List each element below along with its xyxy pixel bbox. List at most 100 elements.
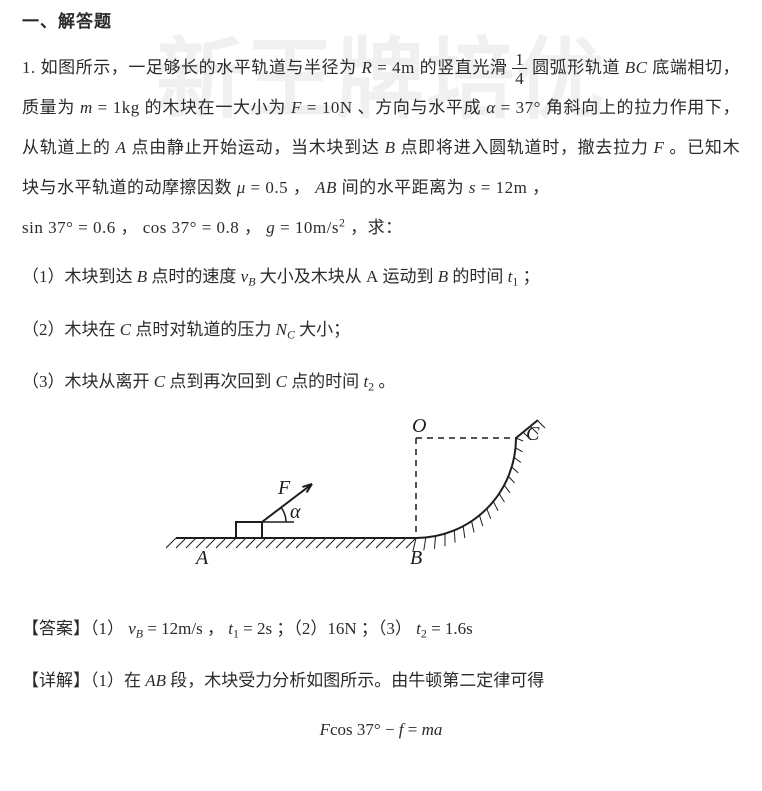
val-alpha: 37°	[516, 98, 541, 117]
frac-1-4: 14	[512, 51, 527, 87]
sub-C: C	[287, 327, 295, 341]
question-2: （2）木块在 C 点时对轨道的压力 NC 大小；	[22, 314, 740, 346]
sym-mu: μ	[237, 178, 246, 197]
sub-1: 1	[512, 275, 518, 289]
eq-a: a	[434, 720, 443, 739]
val-F: 10N	[322, 98, 353, 117]
detail-line: 【详解】（1）在 AB 段，木块受力分析如图所示。由牛顿第二定律可得	[22, 665, 740, 697]
answer-label: 【答案】	[22, 619, 90, 638]
detail-body: （1）在	[90, 671, 141, 690]
sym-C: C	[276, 372, 287, 391]
comma: ，	[288, 178, 315, 197]
section-title: 一、解答题	[22, 10, 740, 34]
q3-a: （3）木块从离开	[22, 372, 150, 391]
ans-t1-val: = 2s	[239, 619, 272, 638]
detail-body2: 段，木块受力分析如图所示。由牛顿第二定律可得	[170, 671, 544, 690]
equation: Fcos 37° − f = ma	[22, 718, 740, 742]
sup-2: 2	[339, 215, 345, 229]
problem-stem: 1. 如图所示，一足够长的水平轨道与半径为 R = 4m 的竖直光滑 14 圆弧…	[22, 48, 740, 248]
sub-2: 2	[368, 380, 374, 394]
q2-a: （2）木块在	[22, 320, 116, 339]
q1-e: 的时间	[452, 267, 503, 286]
comma: ，	[527, 178, 549, 197]
eq-cos: cos 37° −	[330, 720, 399, 739]
detail-label: 【详解】	[22, 671, 90, 690]
sym-AB: AB	[315, 178, 337, 197]
eq: =	[476, 178, 496, 197]
question-1: （1）木块到达 B 点时的速度 vB 大小及木块从 A 运动到 B 的时间 t1…	[22, 261, 740, 293]
sym-B: B	[385, 138, 396, 157]
sym-AB: AB	[145, 671, 166, 690]
svg-text:B: B	[410, 547, 422, 569]
diagram-svg: ABOCFα	[166, 418, 596, 588]
q1-f: ；	[523, 267, 540, 286]
sym-A: A	[366, 267, 378, 286]
sym-F2: F	[654, 138, 665, 157]
txt: 间的水平距离为	[342, 178, 465, 197]
val-cos: cos 37° = 0.8 ，	[143, 218, 262, 237]
ans-t2-val: = 1.6s	[427, 619, 473, 638]
q1-c: 大小及木块从	[260, 267, 362, 286]
eq: =	[275, 218, 295, 237]
eq-F: F	[320, 720, 330, 739]
q2-b: 点时对轨道的压力	[135, 320, 271, 339]
sym-F: F	[291, 98, 302, 117]
val-R: 4m	[392, 58, 415, 77]
sym-C: C	[120, 320, 131, 339]
ans-2-val: 16N	[327, 619, 356, 638]
eq: =	[302, 98, 322, 117]
q1-a: （1）木块到达	[22, 267, 133, 286]
sym-N: N	[276, 320, 287, 339]
ans-1: （1）	[90, 619, 124, 638]
answer-line: 【答案】（1） vB = 12m/s ， t1 = 2s ；（2）16N ；（3…	[22, 613, 740, 645]
ans-sep: ；（3）	[361, 619, 412, 638]
sym-BC: BC	[625, 58, 648, 77]
eq: =	[496, 98, 516, 117]
txt: 如图所示，一足够长的水平轨道与半径为	[41, 58, 357, 77]
eq: =	[246, 178, 266, 197]
eq-eq: =	[404, 720, 422, 739]
eq: =	[93, 98, 113, 117]
val-s: 12m	[496, 178, 528, 197]
sym-R: R	[362, 58, 373, 77]
eq-m: m	[422, 720, 434, 739]
eq: =	[372, 58, 392, 77]
txt: 、方向与水平成	[358, 98, 482, 117]
val-m: 1kg	[113, 98, 140, 117]
ans-sep: ；（2）	[276, 619, 327, 638]
problem-number: 1.	[22, 58, 36, 77]
txt: 的竖直光滑	[420, 58, 508, 77]
svg-text:α: α	[290, 501, 301, 523]
sym-A: A	[116, 138, 127, 157]
svg-text:A: A	[194, 547, 209, 569]
q3-c: 点的时间	[291, 372, 359, 391]
q3-d: 。	[378, 372, 395, 391]
sym-B: B	[438, 267, 448, 286]
q2-c: 大小；	[299, 320, 350, 339]
question-3: （3）木块从离开 C 点到再次回到 C 点的时间 t2 。	[22, 366, 740, 398]
frac-den: 4	[512, 68, 527, 87]
ans-vB-val: = 12m/s ，	[143, 619, 224, 638]
ans-vB: v	[128, 619, 136, 638]
svg-text:F: F	[277, 477, 291, 499]
q1-b: 点时的速度	[151, 267, 236, 286]
txt: 点由静止开始运动，当木块到达	[131, 138, 379, 157]
txt: 的木块在一大小为	[145, 98, 286, 117]
val-sin: sin 37° = 0.6 ，	[22, 218, 138, 237]
ans-vB-sub: B	[136, 627, 143, 641]
physics-diagram: ABOCFα	[22, 418, 740, 595]
sym-m: m	[80, 98, 93, 117]
txt: 圆弧形轨道	[532, 58, 620, 77]
sym-C: C	[154, 372, 165, 391]
q3-b: 点到再次回到	[169, 372, 271, 391]
q1-d: 运动到	[382, 267, 433, 286]
frac-num: 1	[512, 51, 527, 68]
sym-alpha: α	[486, 98, 495, 117]
sym-g: g	[266, 218, 275, 237]
sub-B: B	[248, 275, 255, 289]
sym-s: s	[469, 178, 476, 197]
txt: ，求：	[350, 218, 403, 237]
val-mu: 0.5	[265, 178, 288, 197]
sym-B: B	[137, 267, 147, 286]
svg-text:O: O	[412, 418, 426, 437]
